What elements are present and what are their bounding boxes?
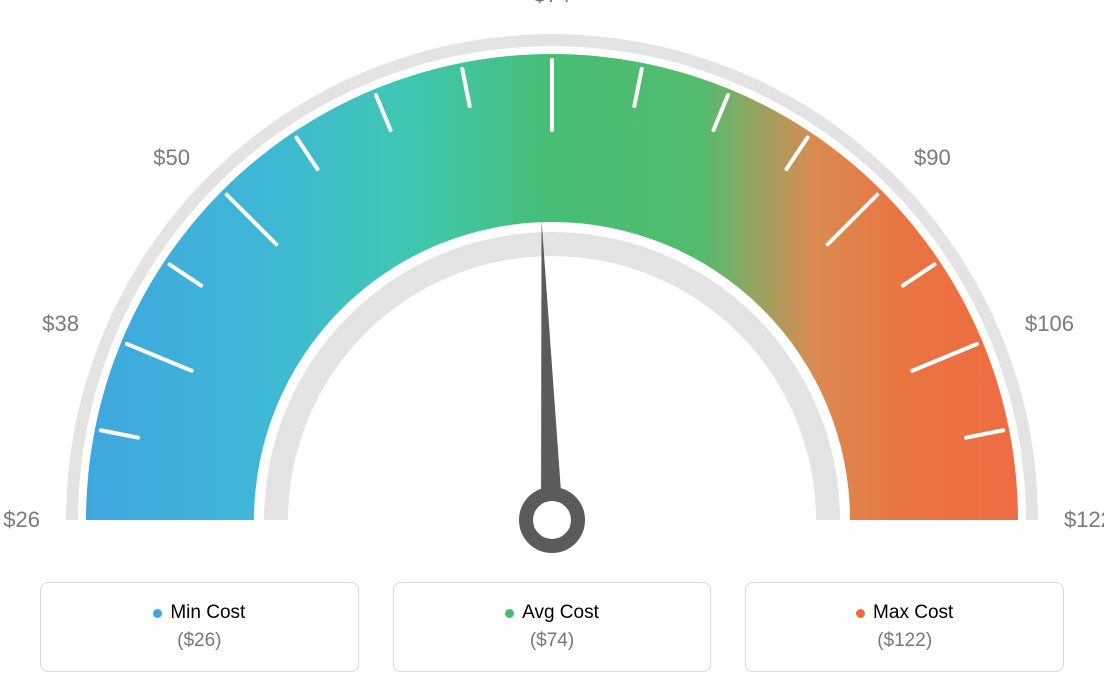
legend-avg-dot	[505, 609, 514, 618]
legend-min-dot	[153, 609, 162, 618]
legend-max-title-row: Max Cost	[856, 602, 953, 624]
gauge-svg	[52, 0, 1052, 560]
legend-min-title: Min Cost	[170, 602, 245, 624]
legend-row: Min Cost ($26) Avg Cost ($74) Max Cost (…	[40, 582, 1064, 672]
legend-card-avg: Avg Cost ($74)	[393, 582, 712, 672]
legend-max-value: ($122)	[877, 630, 932, 652]
gauge-tick-label: $50	[153, 145, 190, 171]
gauge-tick-label: $90	[914, 145, 951, 171]
gauge-tick-label: $38	[42, 311, 79, 337]
gauge-tick-label: $74	[534, 0, 571, 8]
gauge-tick-label: $26	[3, 507, 40, 533]
cost-gauge: $26$38$50$74$90$106$122	[52, 0, 1052, 560]
legend-avg-title-row: Avg Cost	[505, 602, 599, 624]
legend-avg-title: Avg Cost	[522, 602, 599, 624]
legend-max-title: Max Cost	[873, 602, 953, 624]
legend-min-title-row: Min Cost	[153, 602, 245, 624]
legend-avg-value: ($74)	[530, 630, 574, 652]
legend-card-min: Min Cost ($26)	[40, 582, 359, 672]
legend-card-max: Max Cost ($122)	[745, 582, 1064, 672]
gauge-tick-label: $106	[1025, 311, 1074, 337]
legend-max-dot	[856, 609, 865, 618]
gauge-tick-label: $122	[1064, 507, 1104, 533]
legend-min-value: ($26)	[177, 630, 221, 652]
